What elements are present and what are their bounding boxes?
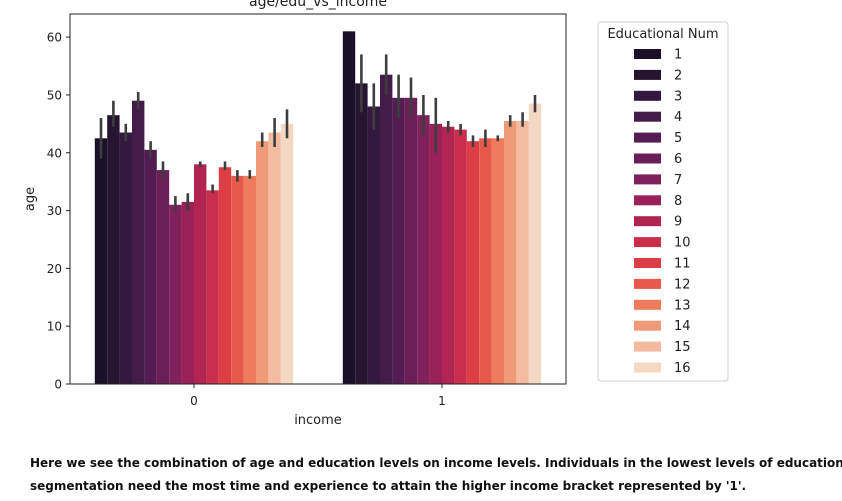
- bar-0-edu-7: [169, 204, 182, 384]
- chart-title: age/edu_vs_income: [249, 0, 387, 10]
- bar-0-edu-15: [268, 132, 281, 384]
- legend-swatch: [634, 299, 661, 310]
- legend-label: 2: [674, 68, 682, 83]
- legend-swatch: [634, 341, 661, 352]
- legend-label: 5: [674, 131, 682, 146]
- legend-label: 15: [674, 340, 691, 355]
- y-tick-label: 0: [54, 378, 62, 392]
- bar-1-edu-14: [504, 120, 517, 384]
- legend-swatch: [634, 237, 661, 248]
- bar-0-edu-14: [256, 141, 269, 384]
- legend-swatch: [634, 362, 661, 373]
- bar-1-edu-6: [404, 97, 418, 384]
- bar-1-edu-1: [342, 31, 356, 384]
- bar-0-edu-1: [94, 138, 108, 384]
- caption: Here we see the combination of age and e…: [30, 452, 842, 498]
- bar-1-edu-9: [442, 126, 455, 384]
- legend-label: 16: [674, 361, 691, 376]
- legend-label: 11: [674, 257, 691, 272]
- y-tick-label: 40: [47, 146, 62, 160]
- y-tick-label: 20: [47, 262, 62, 276]
- bar-0-edu-6: [156, 170, 170, 384]
- legend-swatch: [634, 278, 661, 289]
- y-tick-label: 60: [47, 31, 62, 45]
- legend-swatch: [634, 320, 661, 331]
- bar-1-edu-16: [528, 103, 542, 384]
- legend-label: 13: [674, 298, 691, 313]
- bar-1-edu-15: [516, 120, 529, 384]
- legend-label: 1: [674, 48, 682, 63]
- legend-swatch: [634, 216, 661, 227]
- legend-label: 6: [674, 152, 682, 167]
- bar-0-edu-3: [119, 132, 132, 384]
- legend-swatch: [634, 258, 661, 268]
- legend-label: 12: [674, 277, 691, 292]
- legend-swatch: [634, 49, 661, 59]
- bar-0-edu-8: [181, 201, 194, 384]
- x-tick-label: 0: [190, 394, 198, 408]
- y-tick-label: 10: [47, 320, 62, 334]
- bar-1-edu-7: [417, 115, 430, 384]
- legend-label: 7: [674, 173, 682, 188]
- bar-1-edu-8: [429, 123, 442, 384]
- axes-frame: [69, 13, 567, 385]
- legend-label: 14: [674, 319, 691, 334]
- legend-label: 9: [674, 215, 682, 230]
- legend-label: 8: [674, 194, 682, 209]
- bar-1-edu-3: [367, 106, 380, 384]
- legend-swatch: [634, 111, 661, 122]
- bar-0-edu-11: [218, 167, 232, 384]
- legend-swatch: [634, 132, 661, 143]
- legend-swatch: [634, 195, 661, 206]
- bar-0-edu-4: [132, 100, 145, 384]
- caption-line-1: Here we see the combination of age and e…: [30, 456, 842, 470]
- bar-1-edu-11: [466, 141, 480, 384]
- bar-0-edu-12: [231, 175, 244, 384]
- bar-0-edu-2: [107, 115, 120, 384]
- legend-title: Educational Num: [607, 27, 718, 42]
- bar-0-edu-16: [280, 123, 294, 384]
- bar-0-edu-5: [144, 149, 157, 384]
- legend-swatch: [634, 90, 661, 101]
- bar-1-edu-5: [392, 97, 405, 384]
- legend-frame: [597, 21, 729, 382]
- legend-swatch: [634, 153, 661, 164]
- x-axis-label: income: [294, 413, 342, 428]
- bar-1-edu-2: [355, 83, 368, 384]
- bar-0-edu-9: [194, 164, 207, 384]
- legend-label: 4: [674, 110, 682, 125]
- legend-swatch: [634, 174, 661, 185]
- bar-1-edu-12: [479, 138, 492, 384]
- x-tick-label: 1: [438, 394, 446, 408]
- y-tick-label: 30: [47, 204, 62, 218]
- legend-label: 10: [674, 236, 691, 251]
- legend-label: 3: [674, 89, 682, 104]
- bar-0-edu-10: [206, 190, 219, 384]
- bar-1-edu-10: [454, 129, 467, 384]
- legend-swatch: [634, 69, 661, 80]
- y-axis-label: age: [23, 187, 38, 211]
- caption-line-2: segmentation need the most time and expe…: [30, 479, 747, 493]
- bar-1-edu-13: [491, 138, 504, 384]
- bar-1-edu-4: [380, 74, 393, 384]
- bar-0-edu-13: [243, 175, 256, 384]
- y-tick-label: 50: [47, 88, 62, 102]
